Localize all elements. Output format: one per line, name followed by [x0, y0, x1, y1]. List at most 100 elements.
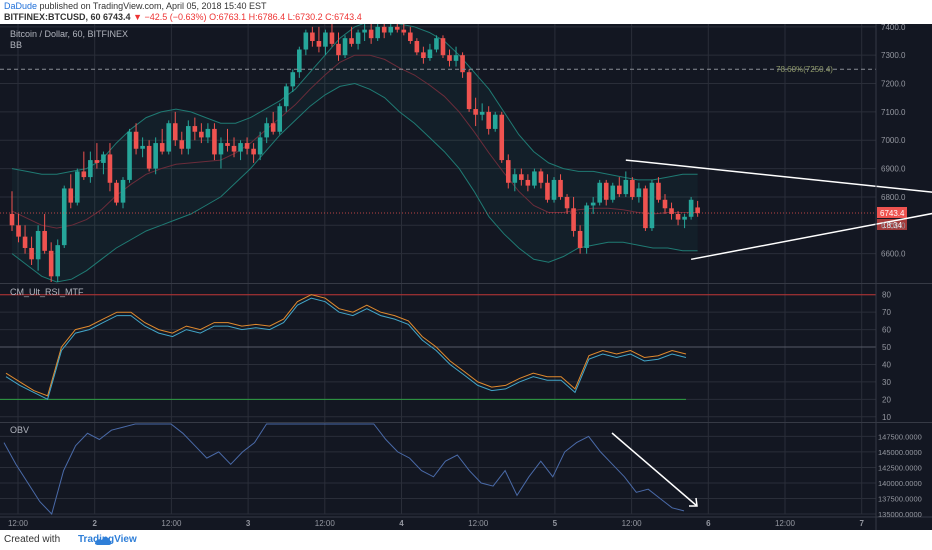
candle-body	[577, 230, 583, 248]
candle-body	[545, 182, 550, 200]
candle-body	[388, 26, 394, 33]
rsi-title: CM_Ult_RSI_MTF	[10, 287, 84, 297]
candle-body	[355, 32, 361, 44]
candle-body	[212, 128, 217, 155]
candle-body	[688, 199, 694, 217]
price-change: −42.5 (−0.63%)	[144, 12, 207, 22]
candle-body	[682, 216, 687, 220]
candle-body	[427, 49, 433, 59]
candle-body	[205, 128, 211, 138]
candle-body	[342, 38, 348, 56]
rsi-tick-label: 20	[882, 395, 891, 404]
candle-body	[146, 145, 152, 169]
arrow-head-icon	[689, 497, 698, 507]
rsi-series-line	[5, 294, 687, 397]
triangle-upper-trendline	[625, 159, 932, 193]
axes: 12:00 2 12:00 3 12:00 4 12:00 5 12:00 6 12:00 7 7400…	[0, 23, 932, 530]
ohlc-values: O:6763.1 H:6786.4 L:6730.2 C:6743.4	[209, 12, 362, 22]
candle-body	[695, 207, 700, 214]
candle-body	[649, 182, 655, 229]
rsi-pane	[0, 294, 876, 401]
candle-body	[368, 29, 374, 39]
candle-body	[414, 41, 420, 53]
candle-body	[42, 230, 47, 251]
obv-title: OBV	[10, 425, 29, 435]
symbol-label: BITFINEX:BTCUSD, 60	[4, 12, 101, 22]
candle-body	[571, 208, 576, 231]
x-tick-label: 12:00	[161, 519, 182, 528]
countdown-tag	[877, 218, 907, 230]
candle-body	[107, 154, 113, 183]
candle-body	[519, 174, 524, 180]
candle-body	[16, 225, 21, 237]
candle-body	[394, 26, 400, 30]
candle-body	[616, 185, 622, 195]
candle-body	[166, 123, 172, 152]
candle-body	[283, 86, 289, 107]
candle-body	[421, 52, 426, 59]
candle-body	[636, 188, 642, 197]
candle-body	[75, 171, 80, 203]
candle-body	[538, 171, 544, 183]
candle-body	[656, 182, 661, 200]
x-tick-label: 12:00	[315, 519, 336, 528]
candle-body	[473, 109, 478, 115]
chart-area[interactable]: 78.60%(7250.4) 6743.4 18:34 12:00 2 12:00 3 12…	[0, 20, 932, 530]
candle-body	[401, 29, 407, 33]
candle-body	[408, 32, 413, 42]
rsi-tick-label: 60	[882, 326, 891, 335]
price-tick-label: 6600.0	[881, 250, 906, 259]
candle-body	[310, 32, 315, 42]
candle-body	[120, 179, 126, 203]
obv-down-trend-arrow	[611, 432, 698, 507]
candle-body	[192, 126, 198, 132]
candle-body	[532, 171, 537, 186]
price-tick-label: 6700.0	[881, 221, 906, 230]
obv-tick-label: 147500.0000	[878, 432, 922, 441]
tradingview-brand[interactable]: TradingView	[78, 534, 137, 545]
author-link[interactable]: DaDude	[4, 1, 38, 11]
candle-body	[55, 245, 61, 277]
candlestick-series	[9, 24, 700, 282]
candle-body	[505, 160, 511, 183]
candle-body	[94, 160, 100, 163]
bb-lower-band	[11, 82, 698, 283]
candle-body	[316, 41, 322, 47]
rsi-tick-label: 70	[882, 308, 891, 317]
candle-body	[630, 179, 635, 197]
last-price-tag	[877, 206, 907, 218]
candle-body	[35, 230, 41, 260]
publication-header: DaDude published on TradingView.com, Apr…	[0, 0, 932, 24]
candle-body	[225, 143, 230, 146]
price-tick-label: 7200.0	[881, 80, 906, 89]
candle-body	[466, 72, 472, 110]
candle-body	[453, 55, 459, 61]
candle-body	[179, 140, 185, 149]
candle-body	[277, 106, 283, 132]
candle-body	[303, 32, 309, 50]
bb-upper-band	[11, 20, 698, 181]
candle-body	[336, 43, 341, 56]
candle-body	[675, 213, 681, 220]
x-tick-label: 12:00	[622, 519, 643, 528]
chart-canvas[interactable]: 78.60%(7250.4)6743.418:34 12:00 2 12:00 3 12…	[0, 20, 932, 530]
rsi-tick-label: 50	[882, 343, 891, 352]
bb-fill	[12, 21, 698, 282]
candle-body	[643, 188, 648, 229]
candle-body	[186, 126, 191, 149]
price-tick-label: 7100.0	[881, 108, 906, 117]
candle-body	[440, 38, 446, 56]
obv-tick-label: 145000.0000	[878, 448, 922, 457]
candle-body	[525, 179, 531, 186]
footer: Created with TradingView	[0, 530, 932, 550]
candle-body	[244, 143, 250, 149]
candle-body	[558, 179, 563, 197]
obv-tick-label: 137500.0000	[878, 494, 922, 503]
candle-body	[153, 143, 158, 169]
candle-body	[114, 182, 119, 203]
candle-body	[199, 131, 204, 138]
candle-body	[218, 143, 224, 155]
candle-body	[238, 143, 243, 152]
obv-pane	[3, 423, 698, 515]
candle-body	[264, 123, 269, 138]
